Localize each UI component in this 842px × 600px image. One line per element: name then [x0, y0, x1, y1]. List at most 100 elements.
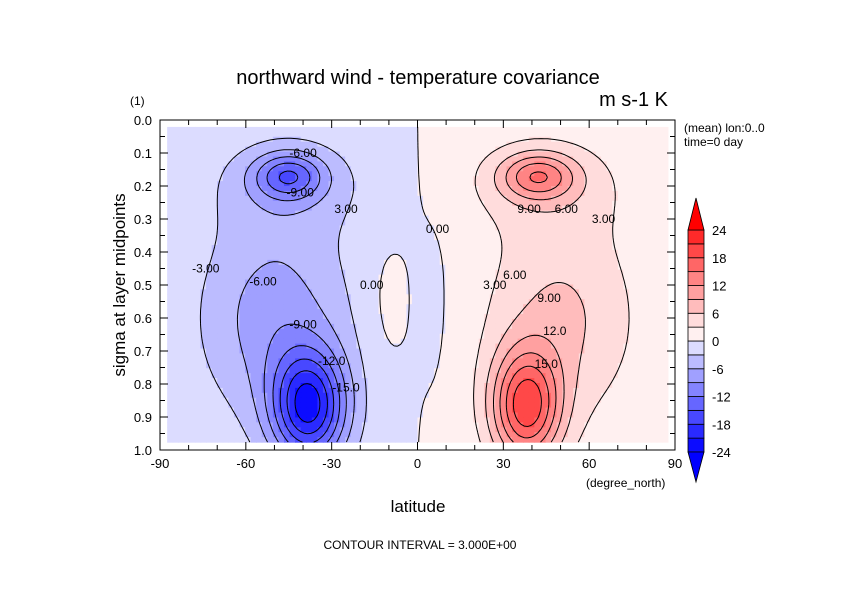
field-cell	[434, 279, 441, 286]
field-cell	[328, 309, 335, 315]
field-cell	[283, 274, 291, 281]
field-cell	[534, 368, 541, 374]
field-cell	[506, 304, 513, 310]
field-cell	[317, 348, 324, 355]
field-cell	[384, 378, 391, 384]
field-cell	[495, 363, 502, 369]
field-cell	[206, 225, 213, 231]
field-cell	[417, 284, 424, 291]
field-cell	[300, 343, 307, 350]
field-cell	[434, 333, 441, 340]
field-cell	[378, 363, 385, 369]
field-cell	[489, 387, 496, 394]
field-cell	[194, 368, 202, 374]
field-cell	[439, 171, 446, 177]
field-cell	[662, 392, 669, 399]
field-cell	[484, 284, 491, 291]
field-cell	[484, 205, 491, 212]
field-cell	[495, 245, 502, 251]
field-cell	[434, 323, 441, 330]
field-cell	[662, 323, 669, 330]
field-cell	[601, 230, 608, 236]
field-cell	[356, 387, 363, 394]
field-cell	[512, 245, 519, 251]
field-cell	[400, 205, 407, 212]
field-cell	[183, 151, 190, 158]
field-cell	[640, 220, 647, 227]
field-cell	[606, 190, 613, 197]
field-cell	[211, 126, 218, 133]
field-cell	[640, 245, 647, 251]
field-cell	[545, 264, 552, 271]
field-cell	[534, 190, 541, 197]
field-cell	[194, 200, 202, 207]
field-cell	[178, 181, 185, 187]
field-cell	[295, 318, 302, 325]
field-cell	[450, 368, 458, 374]
field-cell	[211, 358, 218, 364]
field-cell	[228, 323, 235, 330]
field-cell	[662, 318, 669, 325]
field-cell	[434, 161, 441, 167]
field-cell	[623, 378, 630, 384]
field-cell	[172, 220, 179, 227]
field-cell	[406, 333, 413, 340]
field-cell	[439, 254, 446, 261]
field-cell	[339, 225, 346, 231]
field-cell	[200, 348, 207, 355]
field-cell	[389, 146, 396, 153]
field-cell	[417, 181, 424, 187]
field-cell	[534, 205, 541, 212]
field-cell	[306, 220, 313, 227]
field-cell	[267, 363, 274, 369]
field-cell	[651, 274, 658, 281]
field-cell	[261, 215, 268, 222]
field-cell	[367, 230, 374, 236]
field-cell	[367, 141, 374, 148]
field-cell	[506, 200, 513, 207]
field-cell	[628, 141, 636, 148]
field-cell	[217, 363, 224, 369]
field-cell	[450, 378, 458, 384]
field-cell	[311, 378, 318, 384]
field-cell	[617, 215, 624, 222]
field-cell	[640, 131, 647, 138]
field-cell	[239, 205, 246, 212]
field-cell	[450, 210, 458, 217]
field-cell	[534, 264, 541, 271]
field-cell	[645, 314, 652, 320]
field-cell	[601, 333, 608, 340]
field-cell	[245, 176, 252, 182]
field-cell	[200, 200, 207, 207]
field-cell	[217, 358, 224, 364]
field-cell	[573, 348, 580, 355]
field-cell	[317, 190, 324, 197]
field-cell	[389, 274, 396, 281]
field-cell	[445, 186, 452, 192]
field-cell	[589, 230, 597, 236]
field-cell	[434, 181, 441, 187]
field-cell	[317, 373, 324, 379]
field-cell	[539, 235, 547, 241]
field-cell	[439, 220, 446, 227]
field-cell	[623, 205, 630, 212]
field-cell	[295, 348, 302, 355]
field-cell	[228, 151, 235, 158]
field-cell	[634, 166, 641, 172]
field-cell	[534, 230, 541, 236]
field-cell	[417, 373, 424, 379]
field-cell	[328, 186, 335, 192]
field-cell	[595, 269, 602, 276]
field-cell	[328, 195, 335, 202]
field-cell	[484, 314, 491, 320]
field-cell	[450, 254, 458, 261]
field-cell	[233, 333, 241, 340]
field-cell	[278, 225, 285, 231]
field-cell	[233, 368, 241, 374]
field-cell	[640, 186, 647, 192]
field-cell	[283, 151, 291, 158]
field-cell	[645, 136, 652, 143]
field-cell	[222, 279, 229, 286]
field-cell	[189, 343, 196, 350]
field-cell	[506, 284, 513, 291]
